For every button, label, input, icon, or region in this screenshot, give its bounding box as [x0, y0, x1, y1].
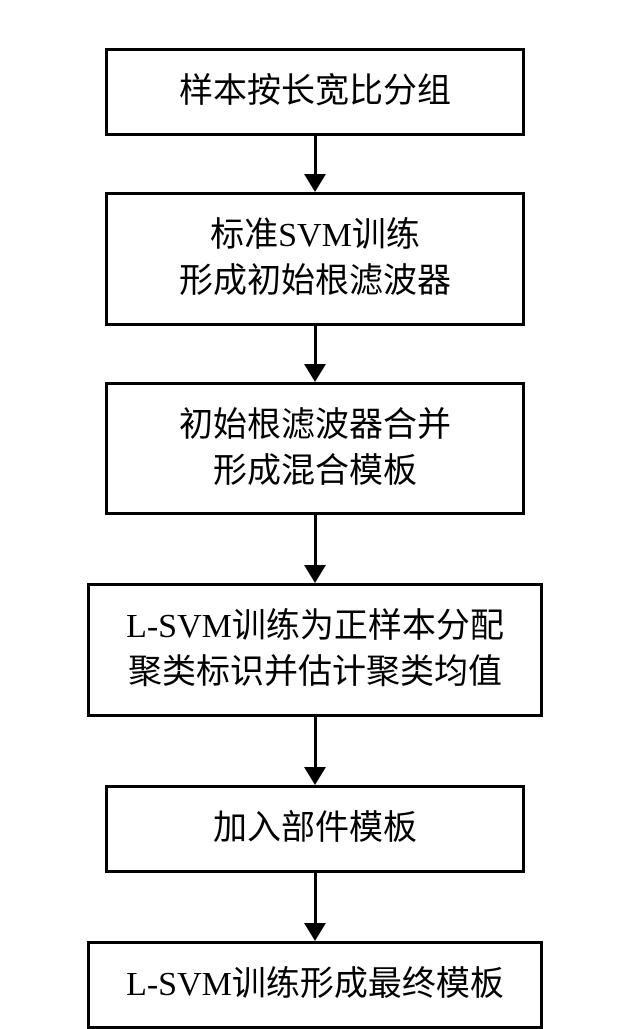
- step-3-line-1: 初始根滤波器合并: [144, 403, 486, 449]
- step-2-box: 标准SVM训练 形成初始根滤波器: [105, 192, 525, 326]
- arrow-1: [304, 136, 326, 192]
- arrow-1-head: [304, 174, 326, 192]
- arrow-4-line: [314, 717, 317, 767]
- arrow-3: [304, 515, 326, 583]
- step-3-line-2: 形成混合模板: [144, 449, 486, 495]
- step-1-line-1: 样本按长宽比分组: [144, 69, 486, 115]
- arrow-2-line: [314, 326, 317, 364]
- step-5-box: 加入部件模板: [105, 785, 525, 873]
- step-6-line-1: L-SVM训练形成最终模板: [126, 962, 504, 1008]
- step-6-box: L-SVM训练形成最终模板: [87, 941, 543, 1029]
- arrow-2: [304, 326, 326, 382]
- arrow-5-line: [314, 873, 317, 923]
- arrow-4-head: [304, 767, 326, 785]
- arrow-5: [304, 873, 326, 941]
- step-2-line-2: 形成初始根滤波器: [144, 259, 486, 305]
- arrow-3-head: [304, 565, 326, 583]
- step-4-line-2: 聚类标识并估计聚类均值: [126, 650, 504, 696]
- flowchart: 样本按长宽比分组 标准SVM训练 形成初始根滤波器 初始根滤波器合并 形成混合模…: [0, 0, 630, 1029]
- arrow-2-head: [304, 364, 326, 382]
- step-3-box: 初始根滤波器合并 形成混合模板: [105, 382, 525, 516]
- step-1-box: 样本按长宽比分组: [105, 48, 525, 136]
- step-4-box: L-SVM训练为正样本分配 聚类标识并估计聚类均值: [87, 583, 543, 717]
- step-2-line-1: 标准SVM训练: [144, 213, 486, 259]
- arrow-3-line: [314, 515, 317, 565]
- arrow-4: [304, 717, 326, 785]
- step-4-line-1: L-SVM训练为正样本分配: [126, 604, 504, 650]
- arrow-1-line: [314, 136, 317, 174]
- step-5-line-1: 加入部件模板: [144, 806, 486, 852]
- arrow-5-head: [304, 923, 326, 941]
